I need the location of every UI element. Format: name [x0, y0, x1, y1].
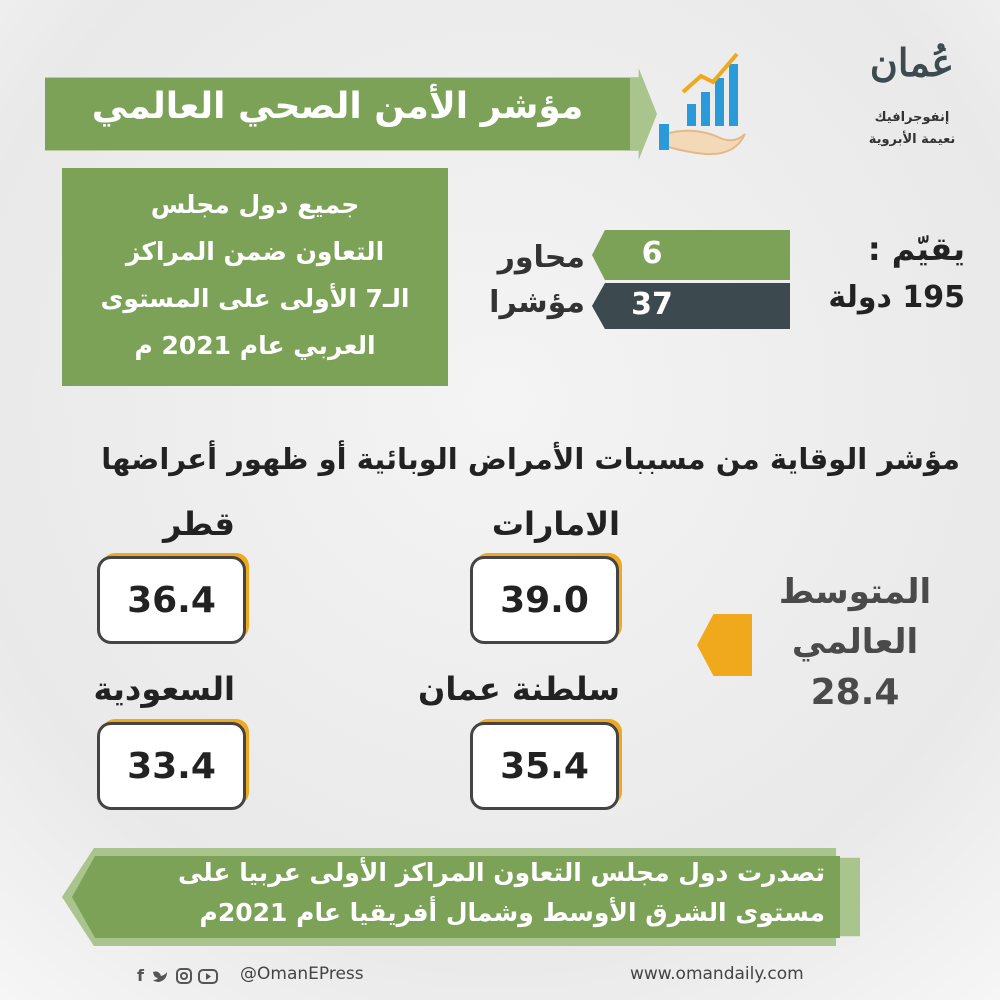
score-value: 39.0	[470, 556, 619, 644]
metric-label: محاور	[497, 240, 585, 275]
summary-line: التعاون ضمن المراكز	[125, 237, 385, 266]
country-name: سلطنة عمان	[418, 670, 620, 708]
metric-label: مؤشرا	[489, 285, 585, 320]
summary-box	[62, 168, 448, 386]
evaluates-label: يقيّم :	[867, 230, 965, 268]
pointer-arrow	[697, 614, 752, 676]
summary-line: جميع دول مجلس	[150, 190, 360, 219]
icon	[659, 52, 746, 156]
logo-line: نعيمة الأبروية	[868, 132, 956, 147]
banner-line: تصدرت دول مجلس التعاون المراكز الأولى عر…	[177, 858, 825, 887]
metric-band	[700, 283, 790, 329]
metric-tag	[592, 230, 700, 280]
svg-text:f: f	[137, 966, 145, 985]
score-value: 33.4	[97, 722, 246, 810]
title-banner	[45, 78, 630, 150]
country-name: قطر	[162, 505, 235, 543]
score-value: 35.4	[470, 722, 619, 810]
logo-line: إنفوجرافيك	[874, 110, 950, 125]
title: مؤشر الأمن الصحي العالمي	[91, 86, 584, 127]
footer-website: www.omandaily.com	[630, 964, 804, 984]
metric-number: 37	[631, 287, 673, 322]
country-name: الامارات	[491, 505, 620, 543]
average-value: 28.4	[810, 672, 900, 713]
social-icons: f	[137, 966, 218, 985]
bottom-banner	[72, 856, 840, 938]
metric-number: 6	[641, 236, 663, 271]
summary-line: الـ7 الأولى على المستوى	[100, 284, 410, 313]
average-label: المتوسط	[778, 572, 932, 612]
section-title: مؤشر الوقاية من مسببات الأمراض الوبائية …	[101, 442, 960, 476]
banner-line: مستوى الشرق الأوسط وشمال أفريقيا عام 202…	[199, 898, 825, 927]
metric-band	[700, 230, 790, 280]
score-value: 36.4	[97, 556, 246, 644]
logo-name: عُمان	[869, 40, 955, 85]
country-name: السعودية	[93, 670, 235, 708]
summary-line: العربي عام 2021 م	[134, 331, 376, 360]
evaluates-countries: 195 دولة	[828, 280, 965, 315]
footer-handle: @OmanEPress	[240, 964, 364, 984]
average-label: العالمي	[791, 622, 919, 662]
metric-tag	[592, 283, 700, 329]
